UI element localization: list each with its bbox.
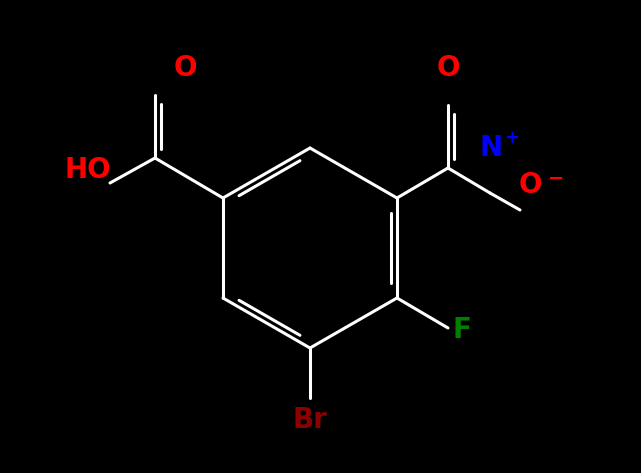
Text: O: O [173,54,197,82]
Text: F: F [453,316,471,344]
Text: O: O [519,171,542,199]
Text: −: − [548,168,564,187]
Text: N: N [480,134,503,162]
Text: Br: Br [292,406,328,434]
Text: HO: HO [65,156,112,184]
Text: +: + [504,129,519,147]
Text: O: O [437,54,460,82]
